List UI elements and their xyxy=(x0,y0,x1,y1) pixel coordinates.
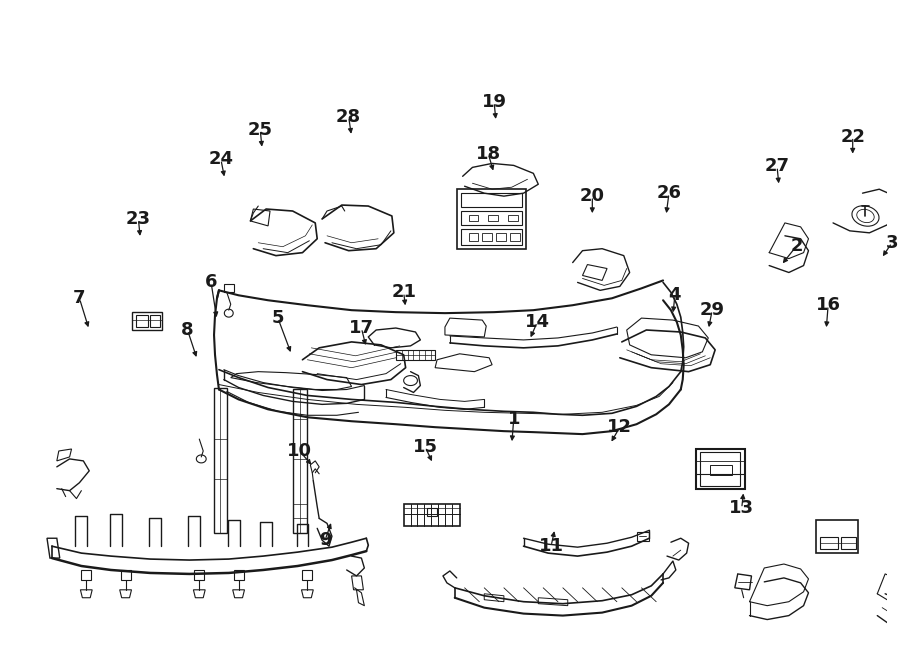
Text: 6: 6 xyxy=(205,274,217,292)
Text: 20: 20 xyxy=(580,187,605,205)
Text: 21: 21 xyxy=(392,284,416,301)
Text: 29: 29 xyxy=(699,301,725,319)
Text: 27: 27 xyxy=(764,157,789,175)
Text: 11: 11 xyxy=(538,537,563,555)
Text: 15: 15 xyxy=(413,438,437,456)
Text: 7: 7 xyxy=(73,290,86,307)
Text: 18: 18 xyxy=(475,145,500,163)
Text: 4: 4 xyxy=(669,286,681,304)
Text: 10: 10 xyxy=(287,442,312,460)
Text: 24: 24 xyxy=(209,151,233,169)
Text: 25: 25 xyxy=(248,121,273,139)
Text: 5: 5 xyxy=(272,309,284,327)
Text: 17: 17 xyxy=(349,319,373,337)
Text: 16: 16 xyxy=(815,296,841,314)
Text: 9: 9 xyxy=(319,531,331,549)
Text: 12: 12 xyxy=(608,418,633,436)
Text: 1: 1 xyxy=(508,410,520,428)
Text: 22: 22 xyxy=(841,128,865,145)
Text: 3: 3 xyxy=(886,234,898,252)
Text: 8: 8 xyxy=(181,321,194,339)
Text: 14: 14 xyxy=(525,313,550,331)
Text: 28: 28 xyxy=(336,108,361,126)
Text: 2: 2 xyxy=(790,237,803,254)
Text: 13: 13 xyxy=(729,500,754,518)
Text: 26: 26 xyxy=(656,184,681,202)
Text: 19: 19 xyxy=(482,93,507,111)
Text: 23: 23 xyxy=(126,210,151,228)
